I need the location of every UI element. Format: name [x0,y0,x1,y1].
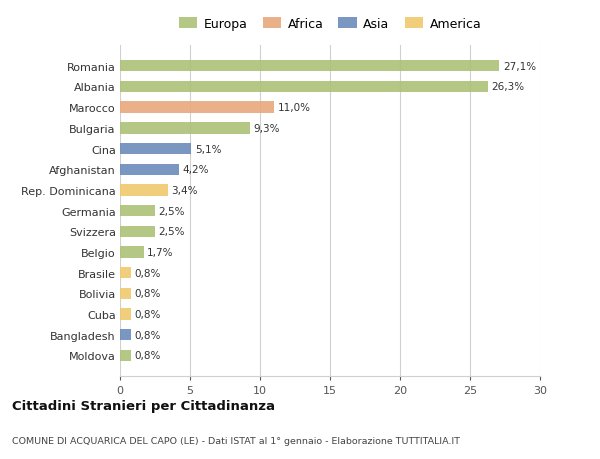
Bar [120,206,155,217]
Bar [120,309,131,320]
Text: 2,5%: 2,5% [158,206,185,216]
Bar [120,102,274,113]
Bar [120,123,250,134]
Bar [120,164,179,175]
Bar [120,288,131,299]
Text: 0,8%: 0,8% [134,309,161,319]
Bar [120,350,131,361]
Text: 26,3%: 26,3% [492,82,525,92]
Bar [120,268,131,279]
Bar [120,226,155,237]
Bar [120,247,144,258]
Text: 0,8%: 0,8% [134,351,161,361]
Text: COMUNE DI ACQUARICA DEL CAPO (LE) - Dati ISTAT al 1° gennaio - Elaborazione TUTT: COMUNE DI ACQUARICA DEL CAPO (LE) - Dati… [12,436,460,445]
Text: 4,2%: 4,2% [182,165,209,175]
Text: 3,4%: 3,4% [171,185,197,196]
Bar [120,330,131,341]
Text: 0,8%: 0,8% [134,268,161,278]
Text: Cittadini Stranieri per Cittadinanza: Cittadini Stranieri per Cittadinanza [12,399,275,412]
Bar [120,185,167,196]
Text: 11,0%: 11,0% [277,103,311,113]
Text: 1,7%: 1,7% [148,247,174,257]
Bar [120,61,499,72]
Text: 27,1%: 27,1% [503,62,536,72]
Text: 5,1%: 5,1% [195,144,221,154]
Bar [120,82,488,93]
Legend: Europa, Africa, Asia, America: Europa, Africa, Asia, America [176,15,484,33]
Text: 0,8%: 0,8% [134,289,161,299]
Text: 9,3%: 9,3% [254,123,280,134]
Bar [120,144,191,155]
Text: 2,5%: 2,5% [158,227,185,237]
Text: 0,8%: 0,8% [134,330,161,340]
